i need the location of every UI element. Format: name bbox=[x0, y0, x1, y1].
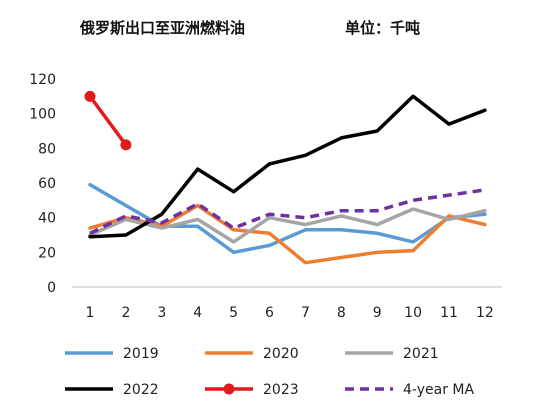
data-point-2023 bbox=[84, 90, 96, 102]
series-layer bbox=[84, 90, 487, 265]
legend-label-2021: 2021 bbox=[403, 346, 439, 362]
x-tick-label: 2 bbox=[121, 305, 130, 321]
y-tick-label: 40 bbox=[38, 211, 56, 227]
y-tick-label: 20 bbox=[38, 245, 56, 261]
series-line-2019 bbox=[88, 182, 487, 255]
x-tick-label: 10 bbox=[404, 305, 422, 321]
y-tick-label: 100 bbox=[29, 107, 56, 123]
legend-label-2022: 2022 bbox=[123, 382, 159, 398]
x-tick-label: 4 bbox=[193, 305, 202, 321]
x-tick-label: 1 bbox=[86, 305, 95, 321]
unit-label: 单位：千吨 bbox=[345, 19, 420, 37]
y-tick-label: 80 bbox=[38, 141, 56, 157]
legend-label-2023: 2023 bbox=[263, 382, 299, 398]
y-tick-label: 60 bbox=[38, 176, 56, 192]
series-line-2023 bbox=[88, 94, 128, 147]
x-tick-label: 11 bbox=[440, 305, 458, 321]
x-axis-ticks: 1 2 3 4 5 6 7 8 9 10 11 12 bbox=[86, 305, 494, 321]
series-line-2022 bbox=[88, 94, 487, 239]
x-tick-label: 6 bbox=[265, 305, 274, 321]
legend-label-2019: 2019 bbox=[123, 346, 159, 362]
x-tick-label: 9 bbox=[373, 305, 382, 321]
legend-label-4-year-ma: 4-year MA bbox=[403, 382, 474, 398]
x-tick-label: 5 bbox=[229, 305, 238, 321]
chart-title: 俄罗斯出口至亚洲燃料油 bbox=[79, 19, 245, 37]
y-axis-ticks: 0 20 40 60 80 100 120 bbox=[29, 72, 56, 296]
x-tick-label: 7 bbox=[301, 305, 310, 321]
series-line-2021 bbox=[88, 207, 487, 244]
series-line-4-year-ma bbox=[89, 188, 486, 235]
data-point-2023 bbox=[120, 139, 132, 151]
x-tick-label: 8 bbox=[337, 305, 346, 321]
y-tick-label: 0 bbox=[47, 280, 56, 296]
y-tick-label: 120 bbox=[29, 72, 56, 88]
legend-marker-2023 bbox=[223, 383, 235, 395]
x-tick-label: 3 bbox=[157, 305, 166, 321]
legend-label-2020: 2020 bbox=[263, 346, 299, 362]
legend: 2019 2020 2021 2022 2023 4-year MA bbox=[65, 346, 474, 398]
x-tick-label: 12 bbox=[476, 305, 494, 321]
